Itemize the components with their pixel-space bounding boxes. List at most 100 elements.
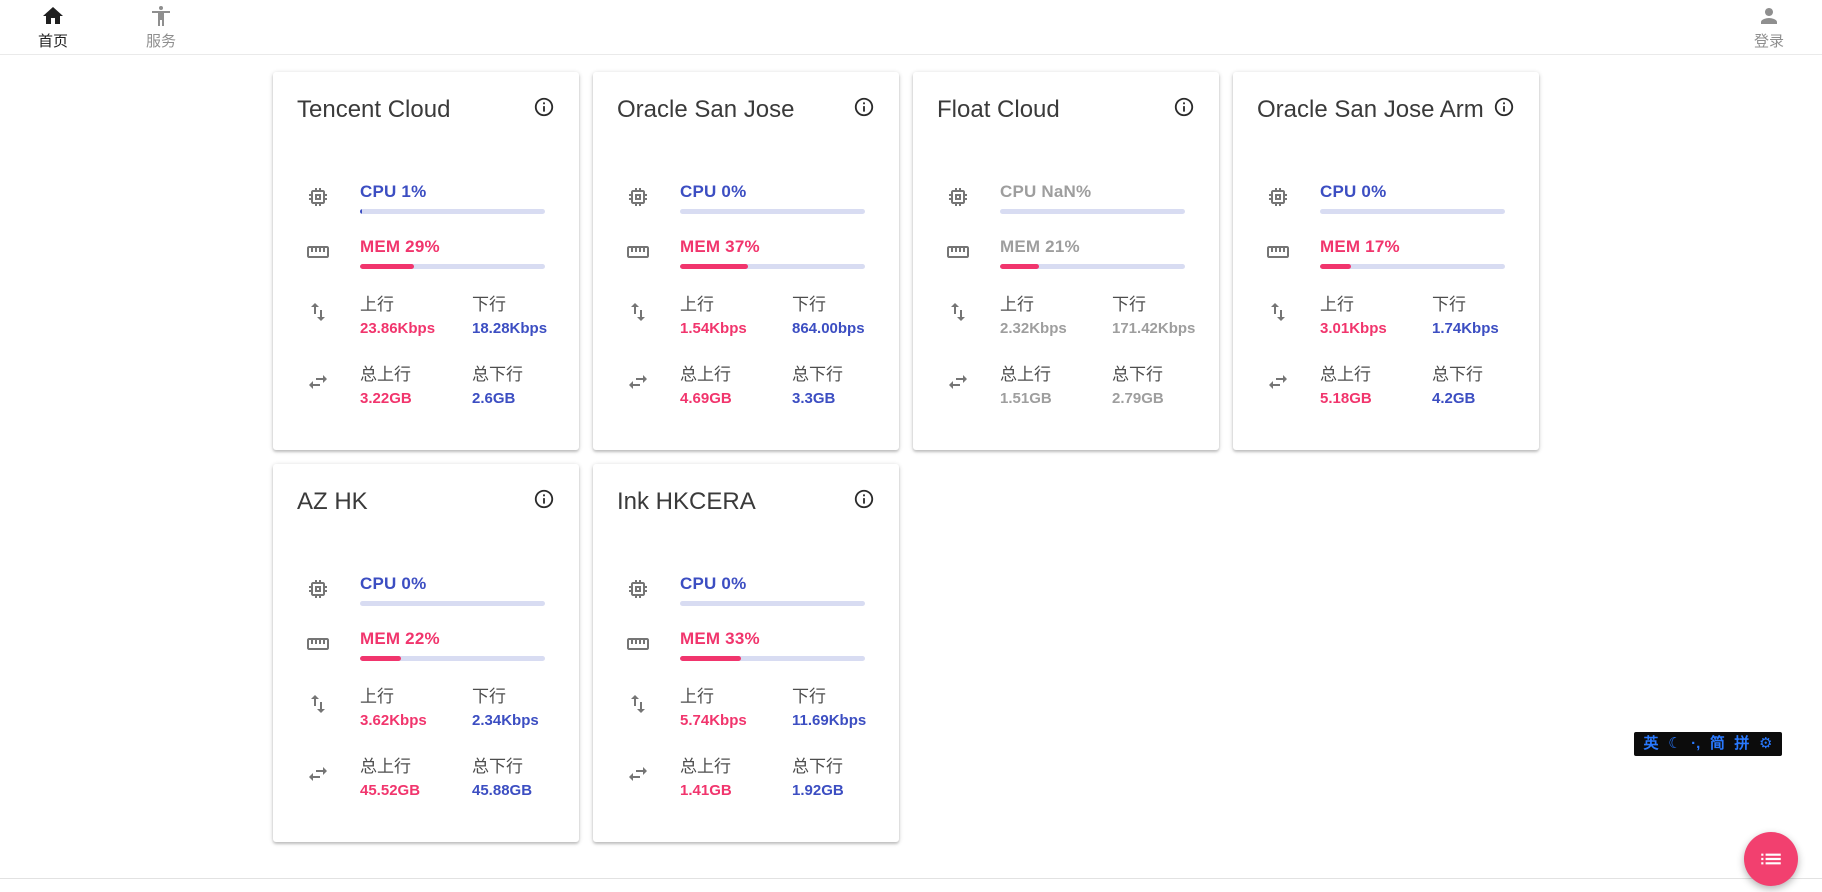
server-name: AZ HK <box>297 488 368 515</box>
info-icon[interactable] <box>853 96 875 118</box>
punctuation-icon[interactable]: ·, <box>1691 735 1701 752</box>
card-header: Oracle San Jose Arm <box>1257 92 1515 128</box>
cpu-chip-icon <box>297 574 360 606</box>
total-download: 总下行 4.2GB <box>1432 362 1544 410</box>
speed-row: 上行 3.01Kbps 下行 1.74Kbps <box>1257 292 1515 340</box>
cpu-usage-label: CPU 1% <box>360 182 427 201</box>
info-icon[interactable] <box>1493 96 1515 118</box>
cpu-meter: CPU 0% <box>680 574 875 606</box>
info-icon[interactable] <box>1173 96 1195 118</box>
cpu-progress-bar <box>360 209 545 214</box>
cpu-meter: CPU NaN% <box>1000 182 1195 214</box>
speed-columns: 上行 3.01Kbps 下行 1.74Kbps <box>1320 292 1544 340</box>
cpu-usage-label: CPU 0% <box>360 574 427 593</box>
mem-meter: MEM 17% <box>1320 237 1515 269</box>
download-value: 864.00bps <box>792 320 865 337</box>
total-columns: 总上行 45.52GB 总下行 45.88GB <box>360 754 584 802</box>
upload-value: 1.54Kbps <box>680 320 747 337</box>
swap-vert-icon <box>1257 292 1320 340</box>
mem-meter: MEM 21% <box>1000 237 1195 269</box>
top-navbar: 首页 服务 登录 <box>0 0 1822 55</box>
speed-row: 上行 5.74Kbps 下行 11.69Kbps <box>617 684 875 732</box>
total-upload: 总上行 5.18GB <box>1320 362 1432 410</box>
nav-item-login[interactable]: 登录 <box>1754 4 1784 51</box>
cpu-usage-label: CPU NaN% <box>1000 182 1092 201</box>
upload-label: 上行 <box>360 295 394 314</box>
cpu-row: CPU 0% <box>617 182 875 214</box>
swap-horiz-icon <box>937 362 1000 410</box>
speed-row: 上行 23.86Kbps 下行 18.28Kbps <box>297 292 555 340</box>
server-list-fab[interactable] <box>1744 832 1798 886</box>
total-upload-label: 总上行 <box>1320 365 1371 384</box>
download-value: 2.34Kbps <box>472 712 539 729</box>
ime-pinyin[interactable]: 拼 <box>1734 735 1750 752</box>
cpu-row: CPU 1% <box>297 182 555 214</box>
total-upload-label: 总上行 <box>360 365 411 384</box>
total-row: 总上行 1.51GB 总下行 2.79GB <box>937 362 1195 410</box>
cpu-meter: CPU 0% <box>360 574 555 606</box>
cpu-row: CPU 0% <box>1257 182 1515 214</box>
swap-horiz-icon <box>297 362 360 410</box>
ime-simplified[interactable]: 简 <box>1709 735 1725 752</box>
mem-ruler-icon <box>617 629 680 661</box>
speed-columns: 上行 3.62Kbps 下行 2.34Kbps <box>360 684 584 732</box>
card-header: AZ HK <box>297 484 555 520</box>
swap-vert-icon <box>297 684 360 732</box>
download-label: 下行 <box>792 687 826 706</box>
mem-ruler-icon <box>937 237 1000 269</box>
speed-row: 上行 1.54Kbps 下行 864.00bps <box>617 292 875 340</box>
mem-ruler-icon <box>297 237 360 269</box>
upload-value: 5.74Kbps <box>680 712 747 729</box>
mem-ruler-icon <box>617 237 680 269</box>
total-row: 总上行 4.69GB 总下行 3.3GB <box>617 362 875 410</box>
info-icon[interactable] <box>533 96 555 118</box>
ime-gear-icon[interactable]: ⚙ <box>1758 735 1773 752</box>
nav-item-services[interactable]: 服务 <box>146 4 176 51</box>
mem-meter: MEM 37% <box>680 237 875 269</box>
cpu-usage-label: CPU 0% <box>680 182 747 201</box>
download-speed: 下行 864.00bps <box>792 292 904 340</box>
moon-icon[interactable]: ☾ <box>1668 735 1682 752</box>
home-icon <box>43 6 63 24</box>
total-download-label: 总下行 <box>1432 365 1483 384</box>
speed-row: 上行 3.62Kbps 下行 2.34Kbps <box>297 684 555 732</box>
cpu-progress-bar <box>360 601 545 606</box>
mem-progress-fill <box>1320 264 1352 269</box>
card-header: Oracle San Jose <box>617 92 875 128</box>
swap-horiz-icon <box>617 362 680 410</box>
info-icon[interactable] <box>853 488 875 510</box>
total-download: 总下行 3.3GB <box>792 362 904 410</box>
mem-usage-label: MEM 22% <box>360 629 440 648</box>
mem-row: MEM 17% <box>1257 237 1515 269</box>
ime-toolbar[interactable]: 英 ☾ ·, 简 拼 ⚙ <box>1634 732 1782 756</box>
cpu-row: CPU NaN% <box>937 182 1195 214</box>
nav-home-label: 首页 <box>38 32 69 50</box>
download-label: 下行 <box>1112 295 1146 314</box>
total-upload: 总上行 1.41GB <box>680 754 792 802</box>
cpu-usage-label: CPU 0% <box>680 574 747 593</box>
nav-login-label: 登录 <box>1753 32 1784 50</box>
swap-vert-icon <box>937 292 1000 340</box>
total-columns: 总上行 4.69GB 总下行 3.3GB <box>680 362 904 410</box>
nav-item-home[interactable]: 首页 <box>38 4 68 51</box>
info-icon[interactable] <box>533 488 555 510</box>
total-row: 总上行 5.18GB 总下行 4.2GB <box>1257 362 1515 410</box>
mem-meter: MEM 29% <box>360 237 555 269</box>
total-download-label: 总下行 <box>792 757 843 776</box>
upload-speed: 上行 3.01Kbps <box>1320 292 1432 340</box>
total-columns: 总上行 3.22GB 总下行 2.6GB <box>360 362 584 410</box>
total-upload: 总上行 1.51GB <box>1000 362 1112 410</box>
mem-progress-bar <box>680 264 865 269</box>
server-card: Float Cloud CPU NaN% MEM 21% <box>913 72 1219 450</box>
total-download-value: 2.6GB <box>472 390 516 407</box>
total-download-value: 3.3GB <box>792 390 836 407</box>
total-upload-value: 4.69GB <box>680 390 732 407</box>
mem-progress-fill <box>680 264 749 269</box>
cpu-row: CPU 0% <box>297 574 555 606</box>
speed-columns: 上行 1.54Kbps 下行 864.00bps <box>680 292 904 340</box>
cpu-chip-icon <box>617 574 680 606</box>
upload-value: 23.86Kbps <box>360 320 436 337</box>
upload-label: 上行 <box>360 687 394 706</box>
ime-lang-toggle[interactable]: 英 <box>1643 735 1659 752</box>
total-upload: 总上行 45.52GB <box>360 754 472 802</box>
